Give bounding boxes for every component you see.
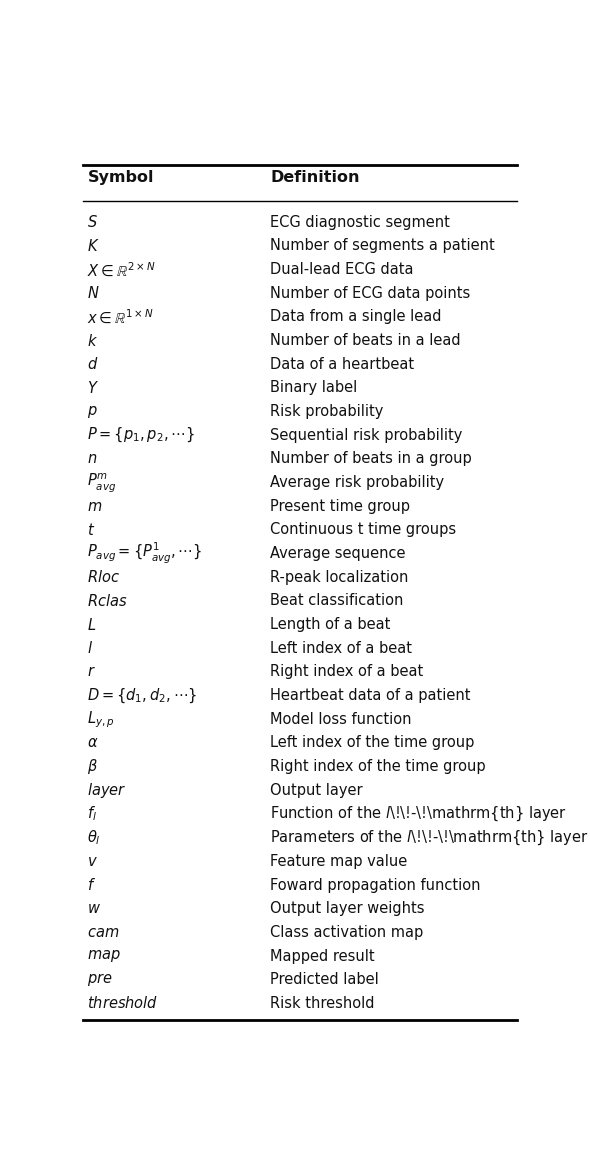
Text: Output layer: Output layer	[270, 783, 363, 798]
Text: $X \in \mathbb{R}^{2\times N}$: $X \in \mathbb{R}^{2\times N}$	[87, 260, 156, 278]
Text: Risk probability: Risk probability	[270, 404, 384, 419]
Text: Number of beats in a group: Number of beats in a group	[270, 451, 472, 466]
Text: Present time group: Present time group	[270, 499, 411, 514]
Text: Continuous t time groups: Continuous t time groups	[270, 522, 457, 537]
Text: Output layer weights: Output layer weights	[270, 902, 425, 916]
Text: $x \in \mathbb{R}^{1\times N}$: $x \in \mathbb{R}^{1\times N}$	[87, 308, 155, 326]
Text: Predicted label: Predicted label	[270, 972, 379, 987]
Text: Foward propagation function: Foward propagation function	[270, 877, 481, 892]
Text: $t$: $t$	[87, 522, 96, 538]
Text: Risk threshold: Risk threshold	[270, 996, 375, 1010]
Text: $P_{avg}^{m}$: $P_{avg}^{m}$	[87, 471, 117, 494]
Text: $p$: $p$	[87, 403, 98, 419]
Text: Left index of the time group: Left index of the time group	[270, 736, 475, 751]
Text: Binary label: Binary label	[270, 381, 358, 395]
Text: $v$: $v$	[87, 854, 99, 869]
Text: $S$: $S$	[87, 214, 99, 230]
Text: $\theta_l$: $\theta_l$	[87, 828, 101, 847]
Text: $N$: $N$	[87, 285, 100, 301]
Text: Dual-lead ECG data: Dual-lead ECG data	[270, 262, 414, 277]
Text: $r$: $r$	[87, 665, 96, 680]
Text: $w$: $w$	[87, 902, 101, 916]
Text: $threshold$: $threshold$	[87, 995, 159, 1011]
Text: Length of a beat: Length of a beat	[270, 617, 391, 632]
Text: Average sequence: Average sequence	[270, 547, 406, 561]
Text: $m$: $m$	[87, 499, 103, 514]
Text: $P_{avg} = \{P_{avg}^{1}, \cdots\}$: $P_{avg} = \{P_{avg}^{1}, \cdots\}$	[87, 541, 202, 566]
Text: Definition: Definition	[270, 169, 360, 185]
Text: Heartbeat data of a patient: Heartbeat data of a patient	[270, 688, 471, 703]
Text: Beat classification: Beat classification	[270, 593, 404, 609]
Text: Number of ECG data points: Number of ECG data points	[270, 286, 471, 300]
Text: $Y$: $Y$	[87, 380, 99, 396]
Text: $Rloc$: $Rloc$	[87, 569, 120, 585]
Text: $k$: $k$	[87, 333, 99, 348]
Text: $d$: $d$	[87, 356, 99, 373]
Text: $f_l$: $f_l$	[87, 805, 97, 823]
Text: Data of a heartbeat: Data of a heartbeat	[270, 356, 415, 371]
Text: Mapped result: Mapped result	[270, 948, 375, 964]
Text: Sequential risk probability: Sequential risk probability	[270, 427, 463, 443]
Text: $P = \{p_1, p_2, \cdots\}$: $P = \{p_1, p_2, \cdots\}$	[87, 426, 195, 444]
Text: Number of beats in a lead: Number of beats in a lead	[270, 333, 461, 348]
Text: $cam$: $cam$	[87, 925, 120, 940]
Text: Left index of a beat: Left index of a beat	[270, 641, 412, 655]
Text: $L$: $L$	[87, 617, 97, 633]
Text: Symbol: Symbol	[87, 169, 154, 185]
Text: $pre$: $pre$	[87, 972, 113, 988]
Text: Right index of the time group: Right index of the time group	[270, 759, 486, 774]
Text: $D = \{d_1, d_2, \cdots\}$: $D = \{d_1, d_2, \cdots\}$	[87, 687, 198, 704]
Text: $l$: $l$	[87, 640, 93, 656]
Text: $\beta$: $\beta$	[87, 757, 99, 777]
Text: Average risk probability: Average risk probability	[270, 475, 444, 491]
Text: $Rclas$: $Rclas$	[87, 593, 128, 609]
Text: ECG diagnostic segment: ECG diagnostic segment	[270, 215, 450, 230]
Text: Parameters of the $l$\!\!-\!\mathrm{th} layer: Parameters of the $l$\!\!-\!\mathrm{th} …	[270, 828, 589, 847]
Text: $\alpha$: $\alpha$	[87, 736, 99, 751]
Text: Right index of a beat: Right index of a beat	[270, 665, 424, 680]
Text: Data from a single lead: Data from a single lead	[270, 310, 442, 325]
Text: $L_{y,p}$: $L_{y,p}$	[87, 709, 115, 730]
Text: $map$: $map$	[87, 948, 122, 964]
Text: Function of the $l$\!\!-\!\mathrm{th} layer: Function of the $l$\!\!-\!\mathrm{th} la…	[270, 805, 568, 823]
Text: Class activation map: Class activation map	[270, 925, 424, 940]
Text: $layer$: $layer$	[87, 781, 127, 800]
Text: $n$: $n$	[87, 451, 98, 466]
Text: Feature map value: Feature map value	[270, 854, 408, 869]
Text: $f$: $f$	[87, 877, 96, 894]
Text: R-peak localization: R-peak localization	[270, 570, 409, 585]
Text: Number of segments a patient: Number of segments a patient	[270, 238, 495, 253]
Text: $K$: $K$	[87, 238, 100, 253]
Text: Model loss function: Model loss function	[270, 711, 412, 726]
